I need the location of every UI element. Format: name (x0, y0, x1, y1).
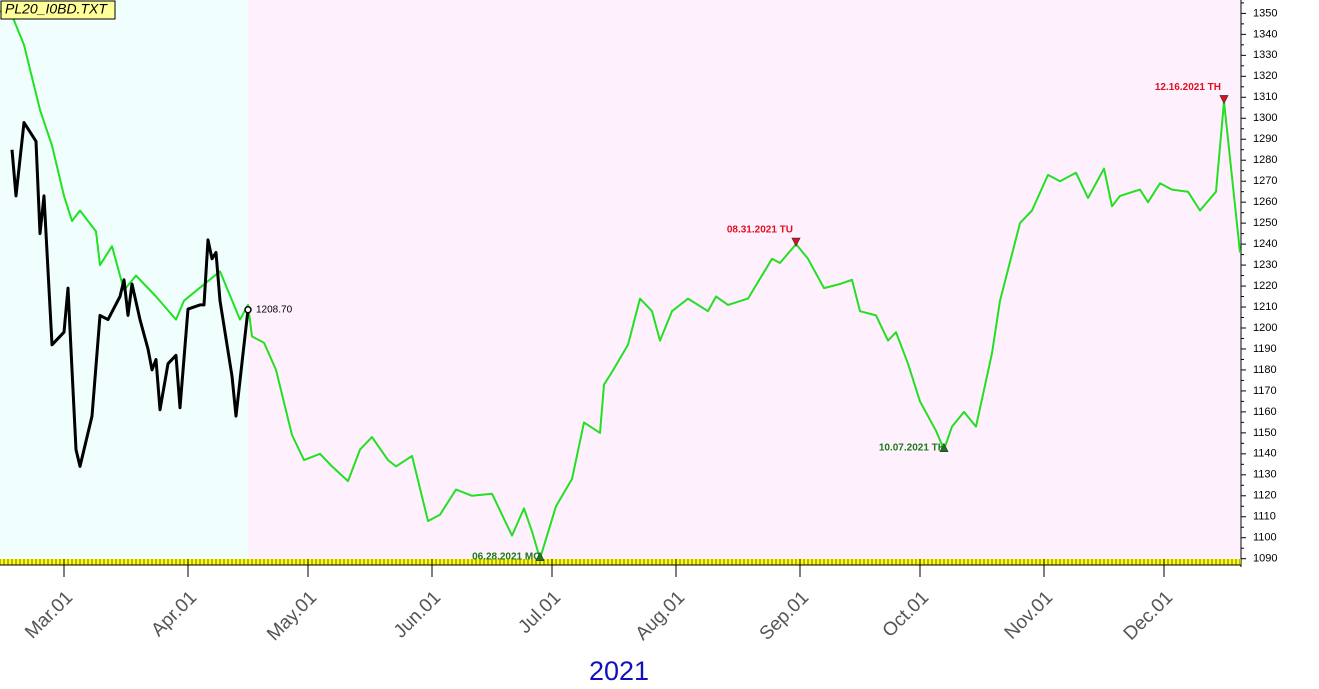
y-tick-label: 1220 (1253, 280, 1277, 292)
y-tick-label: 1100 (1253, 532, 1277, 544)
line-series (10, 121, 250, 468)
year-label: 2021 (589, 656, 649, 686)
y-tick-label: 1090 (1253, 553, 1277, 565)
y-tick-label: 1210 (1253, 301, 1277, 313)
annotation-label: 12.16.2021 TH (1155, 82, 1221, 93)
y-tick-label: 1310 (1253, 91, 1277, 103)
y-tick-label: 1300 (1253, 112, 1277, 124)
x-axis-strip (0, 559, 1241, 565)
annotation-marker (791, 237, 801, 247)
y-tick-label: 1130 (1253, 469, 1277, 481)
y-tick-label: 1190 (1253, 343, 1277, 355)
y-tick-label: 1280 (1253, 154, 1277, 166)
y-tick-label: 1110 (1253, 511, 1276, 523)
chart-title: PL20_I0BD.TXT (5, 1, 108, 17)
annotation-marker (939, 442, 949, 452)
x-tick-label: Nov.01 (1001, 587, 1057, 643)
x-tick-label: May.01 (263, 587, 321, 645)
x-tick-label: Mar.01 (21, 587, 77, 643)
annotation-label: 06.28.2021 MO (472, 551, 541, 562)
x-tick-label: Sep.01 (756, 587, 813, 644)
annotation-label: 08.31.2021 TU (727, 225, 793, 236)
y-tick-label: 1140 (1253, 448, 1277, 460)
x-tick-label: Oct.01 (879, 587, 933, 641)
annotation-marker (1219, 95, 1229, 105)
y-tick-label: 1160 (1253, 406, 1277, 418)
y-tick-label: 1320 (1253, 70, 1277, 82)
y-tick-label: 1270 (1253, 175, 1277, 187)
y-tick-label: 1120 (1253, 490, 1277, 502)
line-series (0, 10, 1241, 560)
y-tick-label: 1240 (1253, 238, 1277, 250)
last-value-label: 1208.70 (256, 304, 293, 315)
annotation-label: 10.07.2021 TH (879, 442, 945, 453)
y-tick-label: 1350 (1253, 7, 1277, 19)
y-tick-label: 1250 (1253, 217, 1277, 229)
x-tick-label: Aug.01 (632, 587, 689, 644)
x-tick-label: Jun.01 (390, 587, 445, 642)
title-box (0, 0, 116, 20)
y-tick-label: 1200 (1253, 322, 1277, 334)
y-tick-label: 1150 (1253, 427, 1277, 439)
x-tick-label: Dec.01 (1120, 587, 1177, 644)
y-tick-label: 1180 (1253, 364, 1277, 376)
y-tick-label: 1290 (1253, 133, 1277, 145)
y-tick-label: 1170 (1253, 385, 1277, 397)
y-tick-label: 1330 (1253, 49, 1277, 61)
y-tick-label: 1230 (1253, 259, 1277, 271)
x-tick-label: Jul.01 (514, 587, 565, 638)
y-tick-label: 1340 (1253, 28, 1277, 40)
background (0, 0, 1240, 560)
x-tick-label: Apr.01 (147, 587, 201, 641)
shaded-region (248, 0, 1240, 560)
annotation-marker (535, 551, 545, 562)
y-tick-label: 1260 (1253, 196, 1277, 208)
last-value-marker (244, 305, 252, 314)
